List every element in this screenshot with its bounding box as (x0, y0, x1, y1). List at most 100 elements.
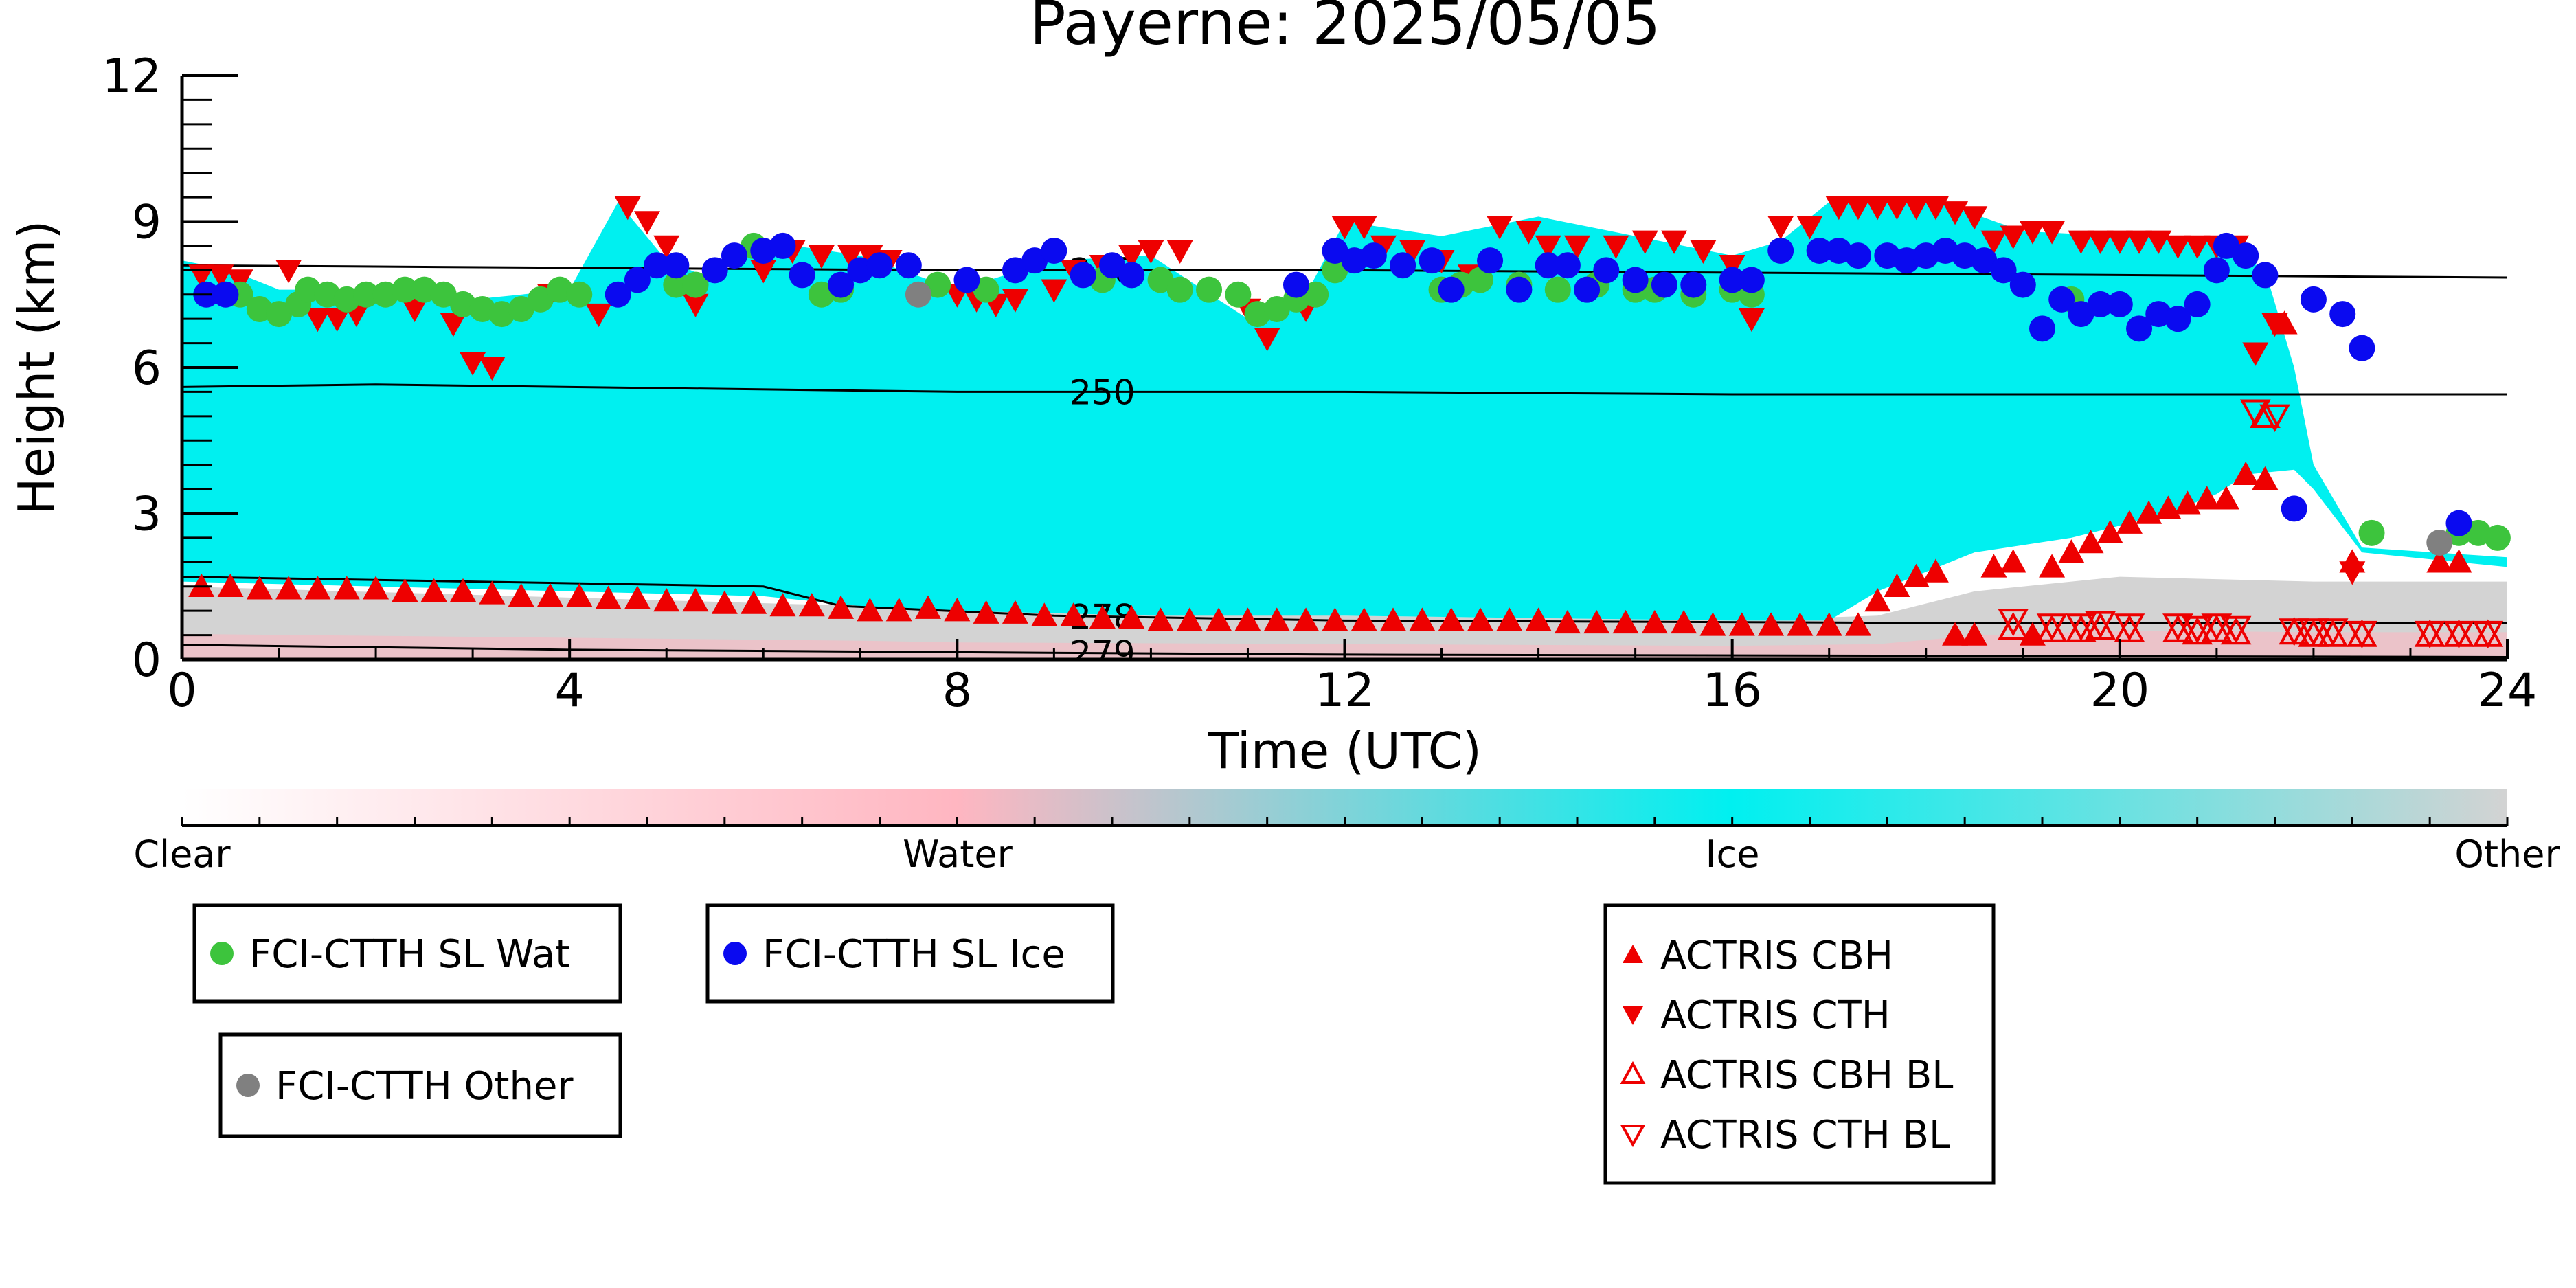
contour-line-250 (182, 383, 2507, 396)
legend-label: ACTRIS CBH BL (1660, 1053, 1953, 1098)
data-point (1263, 296, 1290, 322)
data-point (1990, 257, 2017, 284)
data-point (1998, 609, 2029, 637)
y-axis-label: Height (km) (8, 221, 65, 515)
legend-frame (192, 903, 622, 1004)
data-point (1176, 607, 1203, 631)
legend-box: FCI-CTTH SL Ice (705, 903, 1115, 1004)
data-point (2116, 510, 2143, 534)
data-point (2066, 613, 2097, 642)
data-point (363, 576, 389, 600)
colorbar-label-other: Other (2454, 833, 2560, 876)
data-point (1496, 607, 1523, 631)
data-point (1118, 245, 1145, 269)
data-point (798, 593, 825, 617)
x-tick-label: 8 (942, 664, 972, 718)
legend-marker (723, 942, 747, 965)
data-point (1787, 612, 1814, 636)
legend-frame (1603, 903, 1996, 1185)
data-point (420, 578, 447, 602)
data-point (885, 598, 912, 622)
data-point (2298, 618, 2329, 646)
data-point (2106, 230, 2133, 254)
data-point (682, 293, 709, 317)
data-point (2249, 400, 2281, 429)
data-point (1738, 308, 1765, 332)
data-point (711, 590, 738, 614)
legend-label: FCI-CTTH SL Wat (249, 932, 570, 977)
data-point (2162, 613, 2193, 642)
data-point (614, 196, 641, 221)
data-point (1767, 238, 1794, 264)
legend-marker (210, 942, 234, 965)
legend-label: FCI-CTTH SL Ice (762, 932, 1065, 977)
data-point (595, 585, 622, 609)
data-point (1554, 609, 1581, 634)
y-tick-label: 6 (132, 341, 161, 396)
data-point (1884, 573, 1910, 597)
data-point (1806, 238, 1833, 264)
data-point (1487, 216, 1513, 240)
data-point (1661, 230, 1688, 254)
data-point (2039, 221, 2066, 245)
data-point (585, 303, 612, 328)
data-point (1574, 276, 1601, 303)
plot-axes: 0 4 8 12 16 20 24 0 3 6 9 12 (102, 49, 2537, 718)
data-point (1302, 281, 1329, 308)
data-point (2317, 618, 2349, 646)
data-point (915, 595, 942, 619)
data-point (1535, 252, 1561, 279)
x-tick-label: 20 (2090, 664, 2150, 718)
data-point (1884, 196, 1910, 221)
data-point (1438, 276, 1465, 303)
data-point (207, 264, 234, 289)
data-point (440, 313, 466, 337)
data-point (1041, 279, 1067, 303)
data-point (769, 593, 796, 617)
data-point (1409, 607, 1436, 631)
data-point (1544, 276, 1571, 303)
data-point (1060, 602, 1087, 626)
data-point (1002, 257, 1028, 284)
data-point (1922, 558, 1949, 583)
data-point (2193, 486, 2220, 510)
data-point (2201, 613, 2233, 642)
legend-label: FCI-CTTH Other (275, 1064, 574, 1109)
data-point (1322, 238, 1348, 264)
data-point (653, 235, 680, 259)
data-point (1419, 247, 1445, 274)
y-tick-label: 9 (132, 196, 161, 250)
data-point (188, 573, 215, 597)
data-point (2242, 342, 2269, 366)
y-tick-label: 3 (132, 488, 161, 542)
data-point (1360, 242, 1387, 269)
colorbar-label-ice: Ice (1706, 833, 1760, 876)
legend-marker (236, 1074, 260, 1097)
data-point (2259, 404, 2290, 432)
data-point (1980, 554, 2007, 578)
data-point (1506, 276, 1533, 303)
data-point (430, 281, 457, 308)
data-point (1738, 267, 1765, 293)
data-point (808, 245, 835, 269)
data-point (1477, 247, 1504, 274)
data-point (2039, 554, 2066, 578)
legend-marker (1620, 1061, 1646, 1084)
x-tick-label: 16 (1702, 664, 1762, 718)
colorbar-label-clear: Clear (133, 833, 231, 876)
data-point (2329, 301, 2356, 328)
legends: FCI-CTTH SL Wat FCI-CTTH SL Ice FCI-CTTH O… (192, 903, 1996, 1185)
data-point (789, 262, 815, 289)
data-point (1166, 240, 1193, 264)
data-point (2300, 286, 2327, 313)
data-point (2184, 235, 2211, 259)
data-point (1922, 196, 1949, 221)
data-point (634, 211, 660, 235)
data-point (324, 308, 350, 332)
data-point (246, 576, 273, 600)
data-point (2426, 530, 2453, 556)
data-point (304, 576, 331, 600)
data-point (2252, 466, 2279, 490)
data-point (2165, 235, 2191, 259)
data-point (1467, 267, 1493, 293)
